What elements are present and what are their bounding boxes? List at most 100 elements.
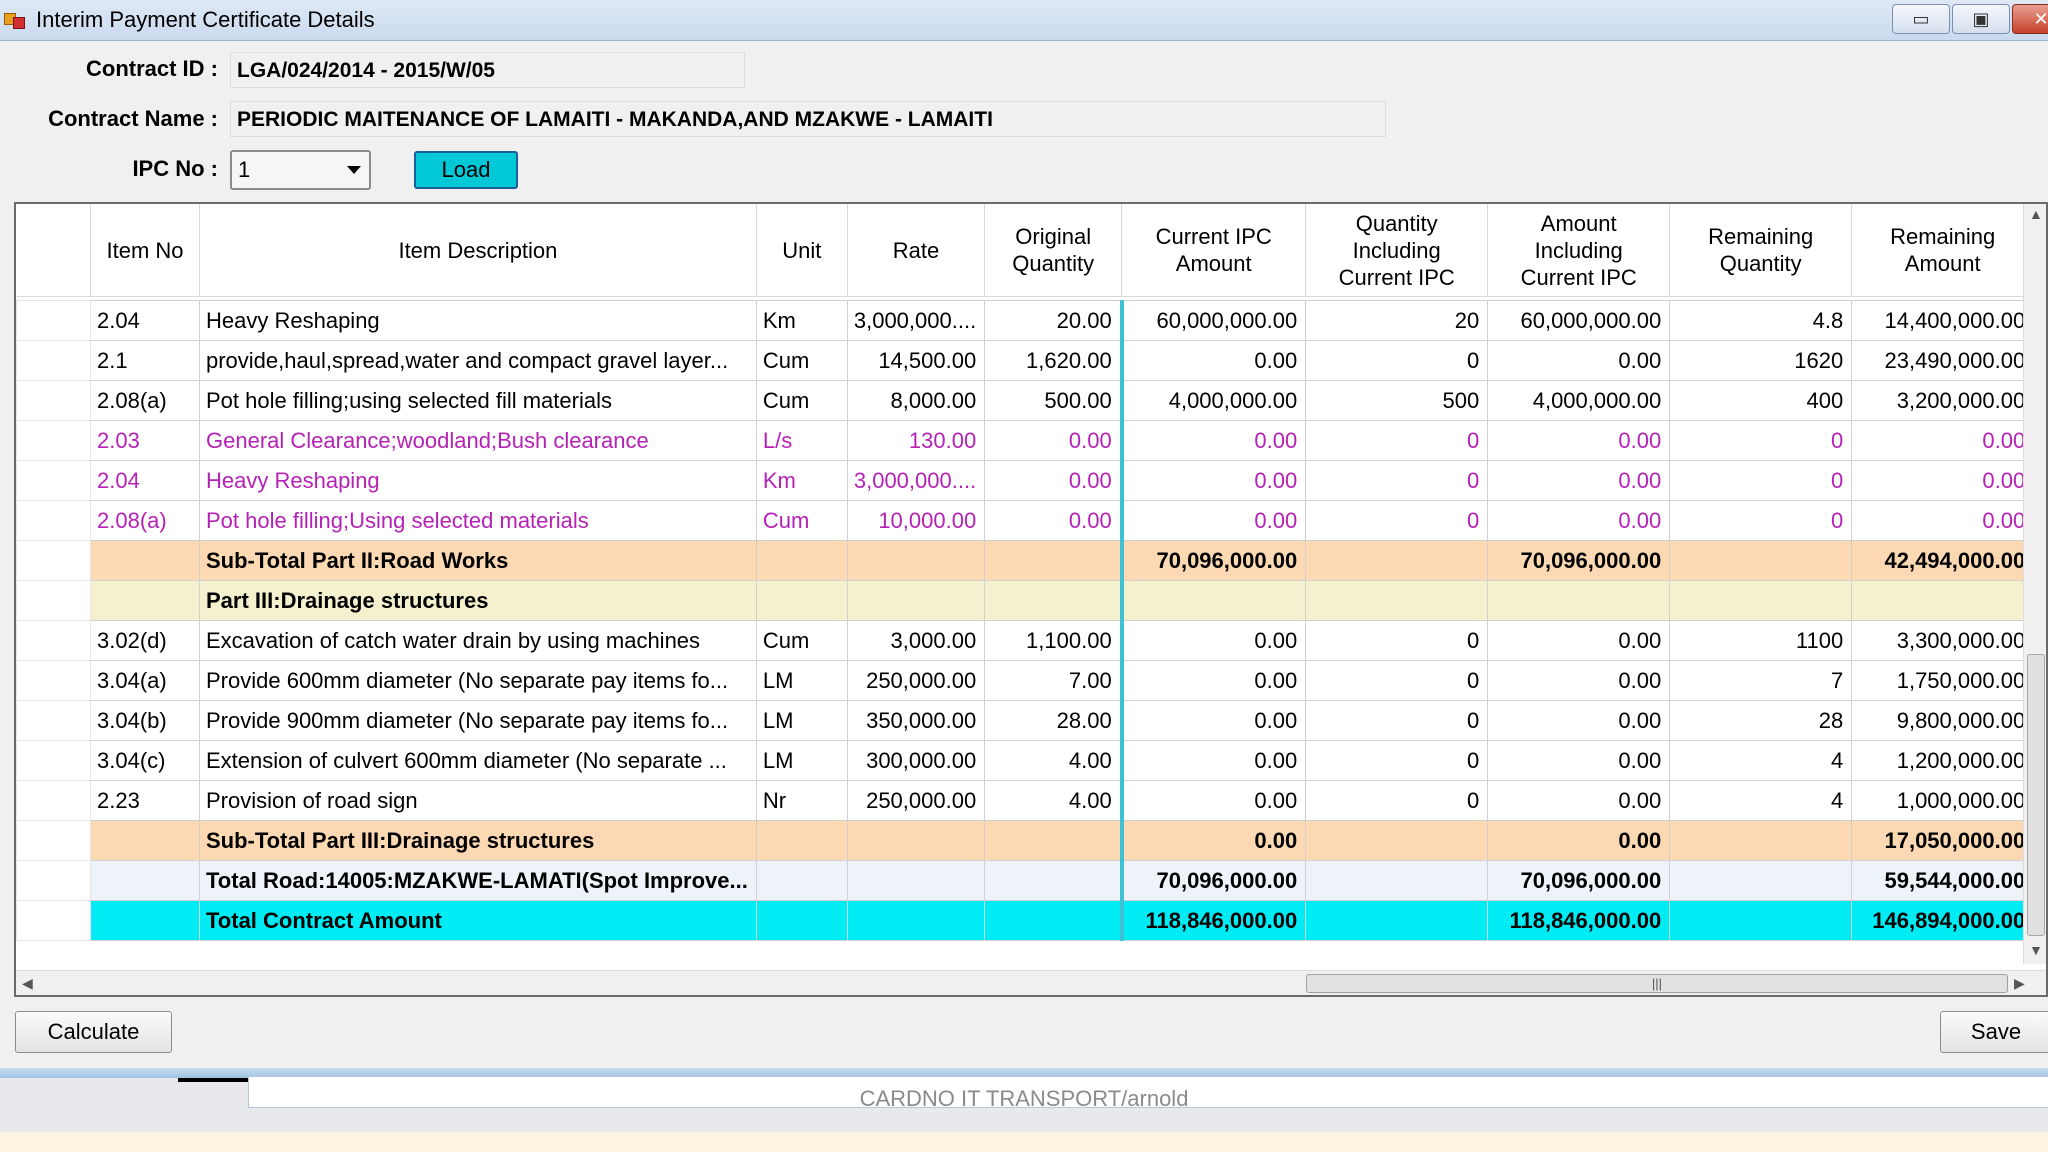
cell-quantity-incl-current-ipc[interactable]: 0 (1305, 700, 1489, 741)
cell-remaining-quantity[interactable] (1669, 900, 1853, 941)
cell-item-description[interactable]: Heavy Reshaping (199, 300, 757, 341)
cell-unit[interactable]: Km (755, 460, 848, 501)
cell-amount-incl-current-ipc[interactable]: 0.00 (1487, 500, 1671, 541)
table-row[interactable]: 2.23 Provision of road sign Nr 250,000.00 4.… (16, 780, 2035, 821)
cell-item-description[interactable]: Provide 900mm diameter (No separate pay … (199, 700, 757, 741)
cell-quantity-incl-current-ipc[interactable]: 0 (1305, 420, 1489, 461)
maximize-button[interactable]: ▣ (1952, 4, 2010, 34)
cell-rate[interactable] (846, 580, 986, 621)
cell-current-ipc-amount[interactable] (1121, 580, 1307, 621)
table-row[interactable]: 2.1 provide,haul,spread,water and compact… (16, 340, 2035, 381)
cell-unit[interactable]: Km (755, 300, 848, 341)
cell-remaining-quantity[interactable] (1669, 580, 1853, 621)
cell-item-no[interactable]: 2.04 (90, 460, 200, 501)
col-header-rate[interactable]: Rate (847, 204, 986, 297)
cell-remaining-amount[interactable]: 146,894,000.00 (1851, 900, 2035, 941)
cell-current-ipc-amount[interactable]: 0.00 (1121, 340, 1307, 381)
cell-item-description[interactable]: Heavy Reshaping (199, 460, 757, 501)
cell-quantity-incl-current-ipc[interactable]: 0 (1305, 340, 1489, 381)
cell-item-no[interactable] (90, 900, 200, 941)
cell-item-no[interactable]: 2.08(a) (90, 380, 200, 421)
cell-item-description[interactable]: Provision of road sign (199, 780, 757, 821)
cell-current-ipc-amount[interactable]: 70,096,000.00 (1121, 540, 1307, 581)
row-header-cell[interactable] (16, 900, 91, 941)
scroll-down-icon[interactable]: ▼ (2029, 942, 2043, 958)
cell-unit[interactable]: Cum (755, 340, 848, 381)
table-row[interactable]: 3.02(d) Excavation of catch water drain b… (16, 620, 2035, 661)
cell-rate[interactable]: 3,000,000.... (846, 460, 986, 501)
cell-quantity-incl-current-ipc[interactable]: 0 (1305, 460, 1489, 501)
cell-item-description[interactable]: Sub-Total Part III:Drainage structures (199, 820, 757, 861)
cell-remaining-amount[interactable]: 42,494,000.00 (1851, 540, 2035, 581)
cell-current-ipc-amount[interactable]: 0.00 (1121, 460, 1307, 501)
cell-rate[interactable]: 8,000.00 (846, 380, 986, 421)
col-header-item-no[interactable]: Item No (90, 204, 200, 297)
cell-amount-incl-current-ipc[interactable]: 4,000,000.00 (1487, 380, 1671, 421)
cell-unit[interactable]: Cum (755, 380, 848, 421)
cell-item-no[interactable]: 2.1 (90, 340, 200, 381)
cell-remaining-amount[interactable]: 1,000,000.00 (1851, 780, 2035, 821)
cell-quantity-incl-current-ipc[interactable]: 0 (1305, 780, 1489, 821)
row-header-cell[interactable] (16, 780, 91, 821)
cell-current-ipc-amount[interactable]: 4,000,000.00 (1121, 380, 1307, 421)
cell-item-no[interactable] (90, 860, 200, 901)
cell-quantity-incl-current-ipc[interactable]: 20 (1305, 300, 1489, 341)
cell-rate[interactable]: 10,000.00 (846, 500, 986, 541)
cell-remaining-amount[interactable]: 1,200,000.00 (1851, 740, 2035, 781)
table-row[interactable]: 2.04 Heavy Reshaping Km 3,000,000.... 0.00 0.… (16, 460, 2035, 501)
cell-amount-incl-current-ipc[interactable]: 0.00 (1487, 740, 1671, 781)
contract-id-field[interactable]: LGA/024/2014 - 2015/W/05 (230, 52, 745, 88)
cell-item-description[interactable]: Pot hole filling;using selected fill mat… (199, 380, 757, 421)
table-row[interactable]: Sub-Total Part II:Road Works 70,096,000.0… (16, 540, 2035, 581)
col-header-remaining-amount[interactable]: Remaining Amount (1851, 204, 2035, 297)
row-header-cell[interactable] (16, 660, 91, 701)
horizontal-scrollbar[interactable]: ◀ ||| ▶ (16, 970, 2046, 995)
cell-remaining-amount[interactable]: 23,490,000.00 (1851, 340, 2035, 381)
cell-original-quantity[interactable]: 4.00 (984, 780, 1124, 821)
cell-unit[interactable] (755, 580, 848, 621)
cell-amount-incl-current-ipc[interactable]: 0.00 (1487, 420, 1671, 461)
cell-current-ipc-amount[interactable]: 0.00 (1121, 820, 1307, 861)
cell-remaining-amount[interactable]: 3,300,000.00 (1851, 620, 2035, 661)
cell-original-quantity[interactable]: 4.00 (984, 740, 1124, 781)
row-header-cell[interactable] (16, 820, 91, 861)
cell-original-quantity[interactable] (984, 820, 1124, 861)
cell-original-quantity[interactable] (984, 860, 1124, 901)
row-header-cell[interactable] (16, 740, 91, 781)
cell-original-quantity[interactable]: 1,100.00 (984, 620, 1124, 661)
cell-amount-incl-current-ipc[interactable]: 0.00 (1487, 820, 1671, 861)
load-button[interactable]: Load (414, 151, 518, 189)
cell-remaining-amount[interactable]: 1,750,000.00 (1851, 660, 2035, 701)
cell-item-no[interactable]: 2.04 (90, 300, 200, 341)
cell-remaining-amount[interactable]: 59,544,000.00 (1851, 860, 2035, 901)
row-header-cell[interactable] (16, 540, 91, 581)
cell-rate[interactable]: 14,500.00 (846, 340, 986, 381)
cell-item-description[interactable]: Pot hole filling;Using selected material… (199, 500, 757, 541)
cell-unit[interactable]: Cum (755, 620, 848, 661)
cell-item-no[interactable]: 2.03 (90, 420, 200, 461)
table-row[interactable]: Total Contract Amount 118,846,000.00 118,8… (16, 900, 2035, 941)
cell-remaining-quantity[interactable]: 7 (1669, 660, 1853, 701)
table-row[interactable]: 3.04(b) Provide 900mm diameter (No separa… (16, 700, 2035, 741)
cell-item-no[interactable]: 2.23 (90, 780, 200, 821)
cell-item-description[interactable]: Sub-Total Part II:Road Works (199, 540, 757, 581)
cell-remaining-quantity[interactable] (1669, 820, 1853, 861)
col-header-remaining-quantity[interactable]: Remaining Quantity (1669, 204, 1853, 297)
col-header-amount-incl-current-ipc[interactable]: Amount Including Current IPC (1487, 204, 1671, 297)
cell-remaining-amount[interactable]: 9,800,000.00 (1851, 700, 2035, 741)
row-header-cell[interactable] (16, 620, 91, 661)
cell-original-quantity[interactable]: 500.00 (984, 380, 1124, 421)
cell-remaining-quantity[interactable]: 400 (1669, 380, 1853, 421)
cell-item-description[interactable]: Part III:Drainage structures (199, 580, 757, 621)
row-header-cell[interactable] (16, 300, 91, 341)
cell-current-ipc-amount[interactable]: 0.00 (1121, 420, 1307, 461)
cell-quantity-incl-current-ipc[interactable]: 0 (1305, 660, 1489, 701)
cell-amount-incl-current-ipc[interactable]: 0.00 (1487, 340, 1671, 381)
cell-quantity-incl-current-ipc[interactable]: 0 (1305, 500, 1489, 541)
calculate-button[interactable]: Calculate (15, 1011, 172, 1053)
cell-remaining-quantity[interactable]: 4.8 (1669, 300, 1853, 341)
col-header-original-quantity[interactable]: Original Quantity (984, 204, 1123, 297)
cell-remaining-quantity[interactable] (1669, 860, 1853, 901)
cell-quantity-incl-current-ipc[interactable] (1305, 820, 1489, 861)
row-header-cell[interactable] (16, 580, 91, 621)
